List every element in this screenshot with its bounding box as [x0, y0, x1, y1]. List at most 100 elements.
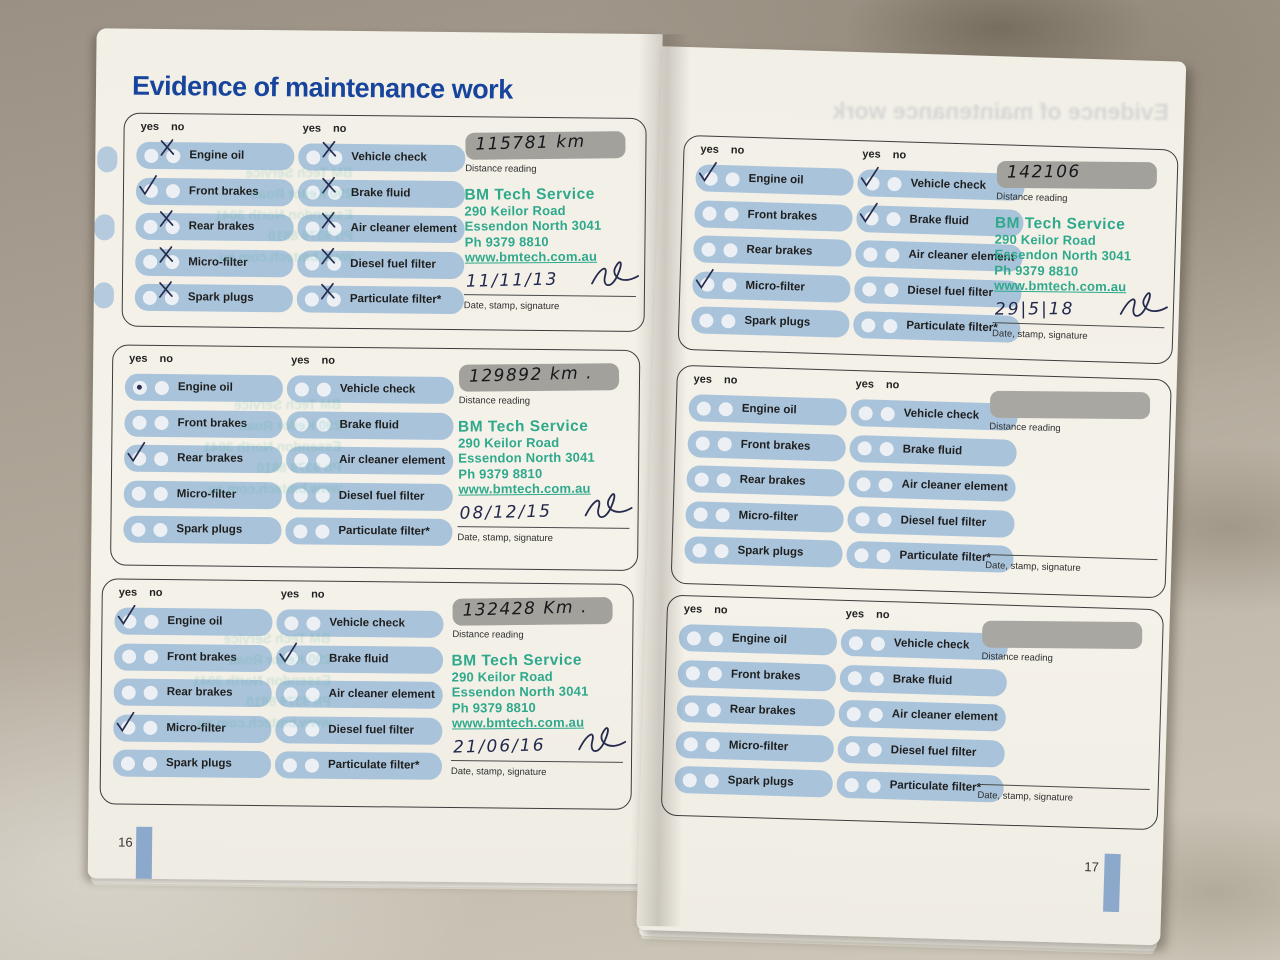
checklist-item: Particulate filter*: [296, 282, 464, 315]
checklist-item-label: Vehicle check: [329, 616, 405, 630]
stamp-line: Ph 9379 8810: [464, 233, 549, 250]
checkbox-yes: [848, 635, 864, 650]
stamp-line: Essendon North 3041: [458, 449, 595, 466]
checklist-item-label: Air cleaner element: [328, 687, 435, 701]
checklist-item: Rear brakes: [135, 210, 294, 242]
checklist-item: Rear brakes: [693, 235, 852, 267]
checkbox-yes: [132, 451, 147, 466]
checkbox-no: [316, 453, 331, 468]
checkbox-no: [707, 666, 723, 682]
checklist-item-label: Brake fluid: [909, 213, 970, 227]
right-page: Evidence of maintenance work yes no Engine…: [636, 46, 1187, 946]
checklist-item: Engine oil: [678, 623, 838, 656]
checkbox-yes: [142, 290, 157, 305]
checkbox-no: [876, 548, 891, 563]
checkbox-no: [717, 437, 732, 452]
distance-reading-label: Distance reading: [465, 163, 537, 175]
checkbox-no: [316, 382, 331, 397]
checklist-item: Spark plugs: [674, 765, 834, 798]
checklist-item-label: Vehicle check: [903, 407, 980, 422]
checklist-item-label: Micro-filter: [728, 738, 789, 753]
checklist-item-label: Particulate filter*: [349, 292, 442, 306]
checkbox-no: [883, 318, 898, 333]
checklist-item-label: Rear brakes: [188, 220, 255, 233]
checklist-item-label: Diesel fuel filter: [890, 743, 977, 759]
checklist-item-label: Air cleaner element: [350, 221, 457, 236]
checkbox-no: [165, 184, 181, 199]
handwritten-date: 29|5|18: [994, 298, 1075, 320]
stamp-column: Distance reading Date, stamp, signature: [985, 389, 1162, 576]
checkbox-yes: [294, 381, 309, 397]
checklist-item: Engine oil: [695, 162, 854, 196]
underpage-pill-fragment: [94, 214, 115, 241]
checkbox-no: [154, 380, 169, 395]
checklist-item: Front brakes: [113, 643, 273, 672]
yes-column-label: yes: [845, 607, 865, 621]
checklist-item-label: Particulate filter*: [889, 779, 982, 794]
yes-no-header: yes no: [855, 378, 899, 391]
checklist-item: Engine oil: [136, 139, 295, 171]
checkbox-yes: [854, 547, 869, 563]
stamp-line: Essendon North 3041: [464, 217, 602, 234]
yes-column-label: yes: [129, 352, 148, 365]
checklist-item-label: Engine oil: [177, 381, 233, 394]
checkbox-yes: [683, 737, 699, 752]
checklist-item: Particulate filter*: [274, 751, 443, 780]
distance-reading-box: 129892 km .: [458, 363, 620, 392]
checkbox-yes: [304, 291, 319, 307]
checkbox-no: [304, 758, 320, 773]
no-column-label: no: [311, 588, 325, 601]
checkbox-no: [316, 417, 331, 432]
page-number-left: 16: [118, 834, 133, 850]
checklist-item-label: Engine oil: [189, 149, 245, 162]
checkbox-no: [154, 451, 169, 466]
checklist-item: Diesel fuel filter: [285, 481, 453, 511]
distance-reading-box: 115781 km: [465, 131, 626, 160]
no-column-label: no: [885, 378, 900, 392]
checklist-item: Micro-filter: [123, 480, 282, 509]
distance-reading-label: Distance reading: [452, 629, 524, 641]
yes-column-label: yes: [683, 603, 703, 616]
checklist-item-label: Rear brakes: [166, 686, 233, 699]
stamp-column: Distance reading Date, stamp, signature: [977, 619, 1154, 806]
no-column-label: no: [149, 586, 163, 600]
checklist-item-label: Particulate filter*: [327, 758, 420, 772]
checklist-item: Rear brakes: [113, 678, 272, 708]
checkbox-no: [725, 171, 740, 187]
checklist-item: Diesel fuel filter: [297, 247, 465, 279]
checkbox-no: [327, 221, 342, 236]
stamp-line: 290 Keilor Road: [464, 202, 566, 219]
checkbox-no: [305, 687, 320, 702]
checkbox-yes: [682, 772, 697, 788]
checklist-item-label: Front brakes: [730, 668, 801, 683]
underpage-pill-fragment: [93, 282, 115, 309]
checkbox-yes: [283, 686, 298, 701]
checkbox-no: [328, 150, 343, 165]
stamp-column: 132428 Km . Distance reading BM Tech Servi…: [451, 597, 627, 778]
checkbox-yes: [122, 614, 137, 629]
checkbox-yes: [306, 149, 321, 165]
distance-reading-box: 132428 Km .: [452, 597, 613, 626]
checkbox-yes: [685, 666, 701, 681]
checkbox-yes: [844, 777, 859, 792]
checklist-item-label: Brake fluid: [350, 186, 411, 200]
checklist-item-label: Engine oil: [748, 172, 804, 187]
checklist-item-label: Air cleaner element: [339, 453, 446, 467]
checklist-item: Rear brakes: [124, 441, 283, 474]
checklist-item-label: Micro-filter: [166, 721, 226, 735]
checklist-item: Particulate filter*: [285, 517, 453, 547]
checklist-item-label: Spark plugs: [187, 291, 254, 304]
yes-no-header: yes no: [693, 373, 737, 386]
date-signature-line: 11/11/13: [463, 260, 640, 297]
distance-reading-label: Distance reading: [458, 395, 531, 407]
checkbox-no: [723, 242, 738, 258]
signature-squiggle: [590, 255, 642, 301]
checklist-item-label: Micro-filter: [188, 255, 248, 269]
checkbox-no: [708, 631, 724, 646]
distance-reading-label: Distance reading: [996, 191, 1068, 205]
date-stamp-signature-label: Date, stamp, signature: [977, 789, 1074, 804]
no-column-label: no: [170, 121, 185, 134]
checkbox-yes: [862, 282, 877, 297]
stamp-column: 129892 km . Distance reading BM Tech Servi…: [457, 363, 633, 544]
checkbox-no: [715, 507, 730, 523]
